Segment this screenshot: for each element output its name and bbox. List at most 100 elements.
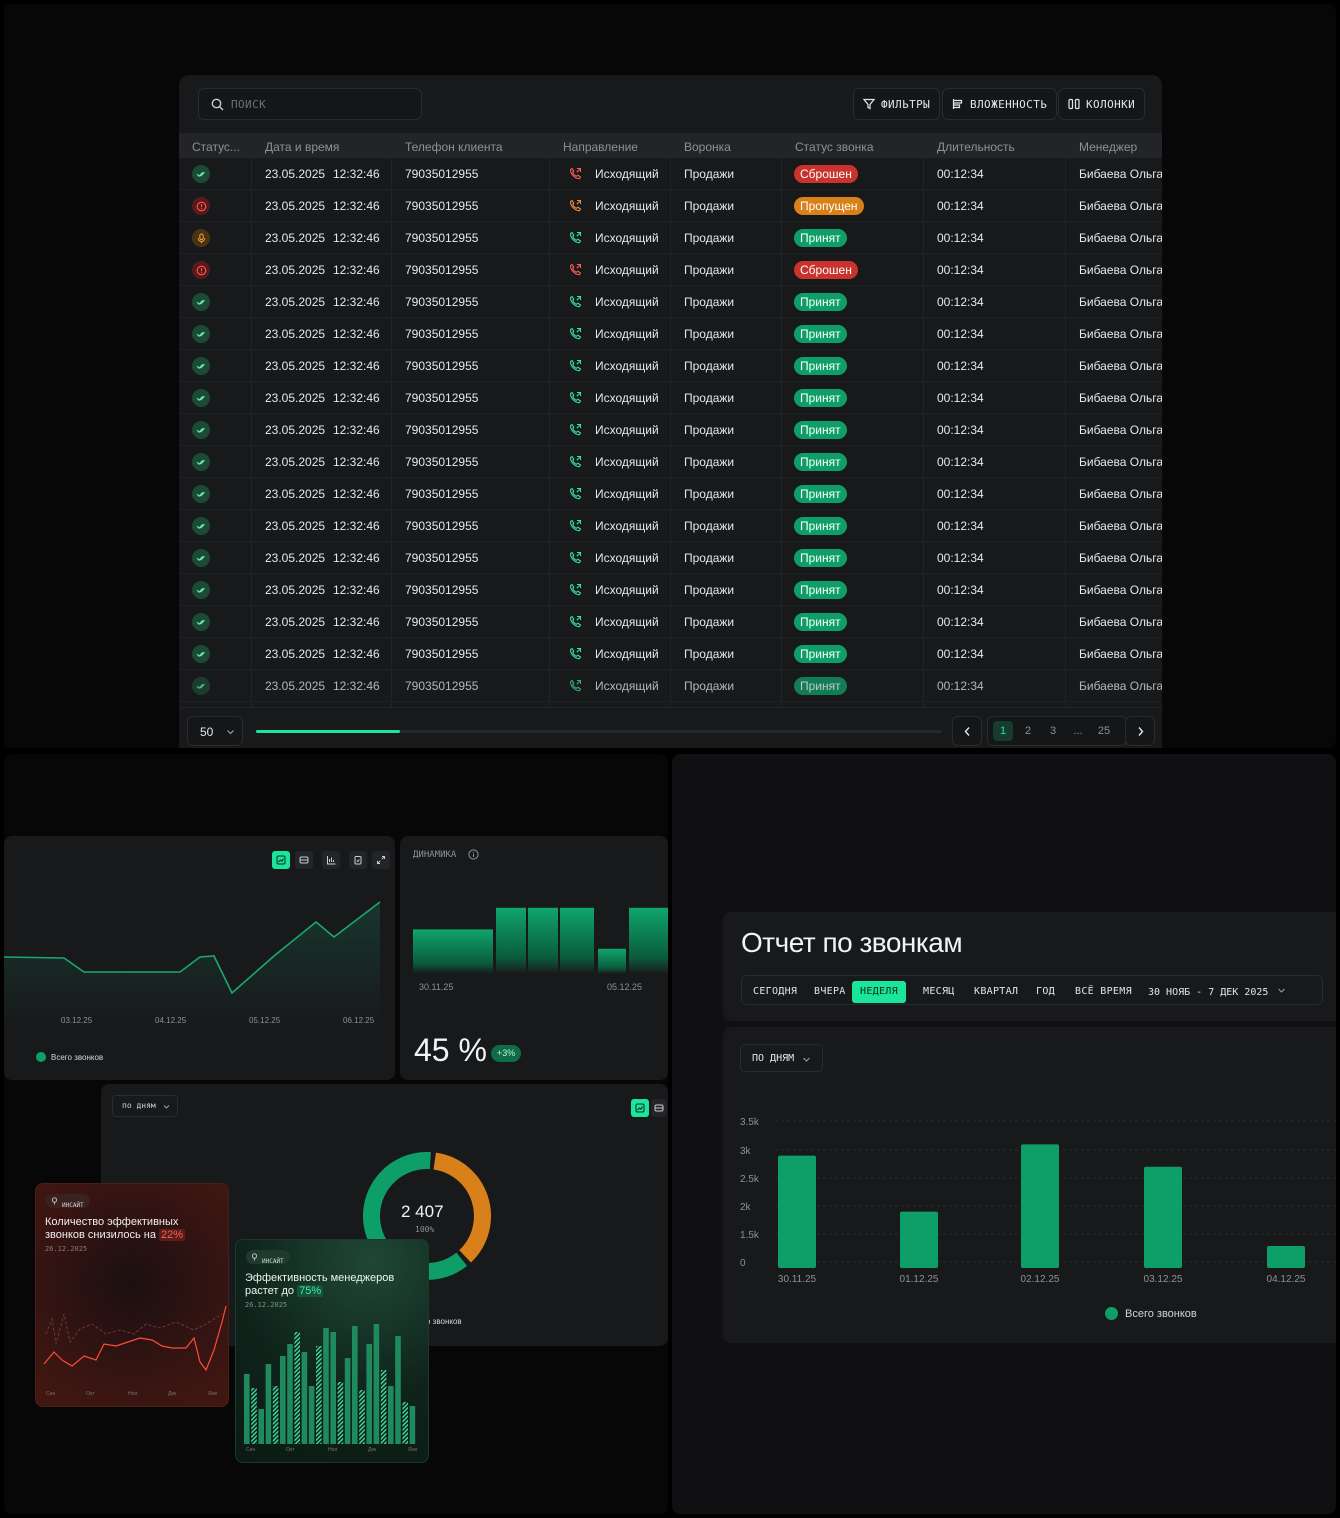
per-page-select[interactable]: 50 — [187, 716, 243, 746]
table-icon[interactable] — [295, 851, 313, 869]
table-row[interactable]: 23.05.2025 12:32:46 79035012955 Исходящий Пр… — [179, 158, 1162, 190]
period-tab[interactable]: СЕГОДНЯ — [753, 986, 798, 997]
table-row[interactable]: 23.05.2025 12:32:46 79035012955 Исходящий Пр… — [179, 446, 1162, 478]
table-row[interactable]: 23.05.2025 12:32:46 79035012955 Исходящий Пр… — [179, 606, 1162, 638]
page-button[interactable]: 1 — [993, 721, 1013, 741]
duration-cell: 00:12:34 — [937, 551, 984, 565]
page-ellipsis: ... — [1073, 725, 1083, 737]
columns-label: КОЛОНКИ — [1086, 97, 1136, 111]
time-cell: 12:32:46 — [333, 679, 380, 693]
column-header[interactable]: Статус звонка — [795, 140, 874, 154]
period-tab[interactable]: ВСЁ ВРЕМЯ — [1075, 986, 1132, 997]
table-row[interactable]: 23.05.2025 12:32:46 79035012955 Исходящий Пр… — [179, 286, 1162, 318]
line-chart-icon[interactable] — [272, 851, 290, 869]
insight-card-red: ИНСАЙТ Количество эффективных звонков сн… — [35, 1183, 229, 1407]
table-row[interactable]: 23.05.2025 12:32:46 79035012955 Исходящий Пр… — [179, 542, 1162, 574]
table-row[interactable]: 23.05.2025 12:32:46 79035012955 Исходящий Пр… — [179, 478, 1162, 510]
double-check-icon — [192, 293, 210, 311]
column-header[interactable]: Статус... — [192, 140, 240, 154]
page-button[interactable]: 25 — [1097, 725, 1111, 737]
page-button[interactable]: 2 — [1024, 725, 1032, 737]
date-cell: 23.05.2025 — [265, 551, 326, 565]
column-header[interactable]: Длительность — [937, 140, 1015, 154]
funnel-cell: Продажи — [684, 263, 735, 277]
nesting-button[interactable]: ВЛОЖЕННОСТЬ — [942, 88, 1058, 120]
group-by-select[interactable]: по дням — [112, 1095, 178, 1117]
column-header[interactable]: Направление — [563, 140, 638, 154]
table-row[interactable]: 23.05.2025 12:32:46 79035012955 Исходящий Пр… — [179, 510, 1162, 542]
phone-outgoing-green-icon — [569, 551, 582, 569]
donut-segment-orange — [433, 1152, 491, 1263]
line-chart-icon[interactable] — [631, 1099, 649, 1117]
donut-legend: о звонков — [426, 1317, 462, 1326]
insight-bar — [301, 1352, 308, 1444]
table-row[interactable]: 23.05.2025 12:32:46 79035012955 Исходящий Пр… — [179, 670, 1162, 702]
insight-bar — [373, 1324, 380, 1444]
table-icon[interactable] — [651, 1099, 667, 1117]
dynamics-bar — [560, 907, 594, 974]
x-axis-label: Янв — [208, 1391, 218, 1397]
period-tab[interactable]: ВЧЕРА — [814, 986, 846, 997]
x-axis-label: Янв — [408, 1447, 418, 1453]
time-cell: 12:32:46 — [333, 295, 380, 309]
time-cell: 12:32:46 — [333, 583, 380, 597]
x-axis-label: Ноя — [128, 1391, 138, 1397]
columns-button[interactable]: КОЛОНКИ — [1058, 88, 1146, 120]
date-cell: 23.05.2025 — [265, 615, 326, 629]
date-cell: 23.05.2025 — [265, 199, 326, 213]
date-range-select[interactable]: 30 НОЯБ - 7 ДЕК 2025 — [1148, 981, 1286, 1001]
table-row[interactable]: 23.05.2025 12:32:46 79035012955 Исходящий Пр… — [179, 318, 1162, 350]
funnel-cell: Продажи — [684, 583, 735, 597]
double-check-icon — [192, 677, 210, 695]
column-header[interactable]: Телефон клиента — [405, 140, 503, 154]
period-tab[interactable]: МЕСЯЦ — [923, 986, 955, 997]
manager-cell: Бибаева Ольга — [1079, 199, 1162, 213]
x-tick-label: 04.12.25 — [1267, 1274, 1306, 1285]
column-header[interactable]: Воронка — [684, 140, 731, 154]
period-tab[interactable]: КВАРТАЛ — [974, 986, 1019, 997]
phone-cell: 79035012955 — [405, 199, 479, 213]
phone-outgoing-green-icon — [569, 295, 582, 313]
insight-bar — [337, 1382, 344, 1444]
expand-icon[interactable] — [372, 851, 390, 869]
phone-outgoing-green-icon — [569, 423, 582, 441]
info-icon[interactable] — [468, 849, 479, 860]
horizontal-scrollbar[interactable] — [256, 730, 942, 733]
table-row[interactable]: 23.05.2025 12:32:46 79035012955 Исходящий Пр… — [179, 254, 1162, 286]
table-row[interactable]: 23.05.2025 12:32:46 79035012955 Исходящий Пр… — [179, 382, 1162, 414]
group-by-select[interactable]: ПО ДНЯМ — [740, 1044, 823, 1072]
bar-chart-icon[interactable] — [322, 851, 340, 869]
clipboard-icon[interactable] — [349, 851, 367, 869]
line-series — [4, 901, 381, 995]
calls-table-panel: ПОИСК ФИЛЬТРЫ ВЛОЖЕННОСТЬ КОЛОНКИ Статус… — [4, 4, 1336, 748]
table-row[interactable]: 23.05.2025 12:32:46 79035012955 Исходящий Пр… — [179, 574, 1162, 606]
column-header[interactable]: Менеджер — [1079, 140, 1138, 154]
page-button[interactable]: 3 — [1049, 725, 1057, 737]
call-status-badge: Принят — [794, 229, 847, 247]
scrollbar-thumb[interactable] — [256, 730, 401, 733]
table-row[interactable]: 23.05.2025 12:32:46 79035012955 Исходящий Пр… — [179, 638, 1162, 670]
page-list: 1 2 3... 25 — [987, 716, 1127, 746]
duration-cell: 00:12:34 — [937, 615, 984, 629]
prev-page-button[interactable] — [952, 716, 982, 746]
table-row[interactable]: 23.05.2025 12:32:46 79035012955 Исходящий Пр… — [179, 222, 1162, 254]
next-page-button[interactable] — [1125, 716, 1155, 746]
phone-outgoing-orange-icon — [569, 199, 582, 217]
insight-bar — [330, 1332, 336, 1444]
filters-button[interactable]: ФИЛЬТРЫ — [853, 88, 941, 120]
chevron-left-icon — [964, 727, 970, 736]
report-bar-chart: 0 1.5k 2k 2.5k 3k 3.5k 30.11.25 01.12.25 02.12.2… — [740, 1117, 1336, 1285]
table-row[interactable]: 23.05.2025 12:32:46 79035012955 Исходящий Пр… — [179, 190, 1162, 222]
call-status-badge: Принят — [794, 485, 847, 503]
phone-cell: 79035012955 — [405, 551, 479, 565]
column-header[interactable]: Дата и время — [265, 140, 340, 154]
search-placeholder: ПОИСК — [231, 98, 267, 111]
table-row[interactable]: 23.05.2025 12:32:46 79035012955 Исходящий Пр… — [179, 414, 1162, 446]
search-input[interactable]: ПОИСК — [198, 88, 422, 120]
period-tab[interactable]: НЕДЕЛЯ — [852, 981, 906, 1003]
funnel-cell: Продажи — [684, 359, 735, 373]
donut-segment-green — [363, 1152, 468, 1280]
table-row[interactable]: 23.05.2025 12:32:46 79035012955 Исходящий Пр… — [179, 350, 1162, 382]
period-tab[interactable]: ГОД — [1036, 986, 1055, 997]
filters-label: ФИЛЬТРЫ — [881, 97, 931, 111]
